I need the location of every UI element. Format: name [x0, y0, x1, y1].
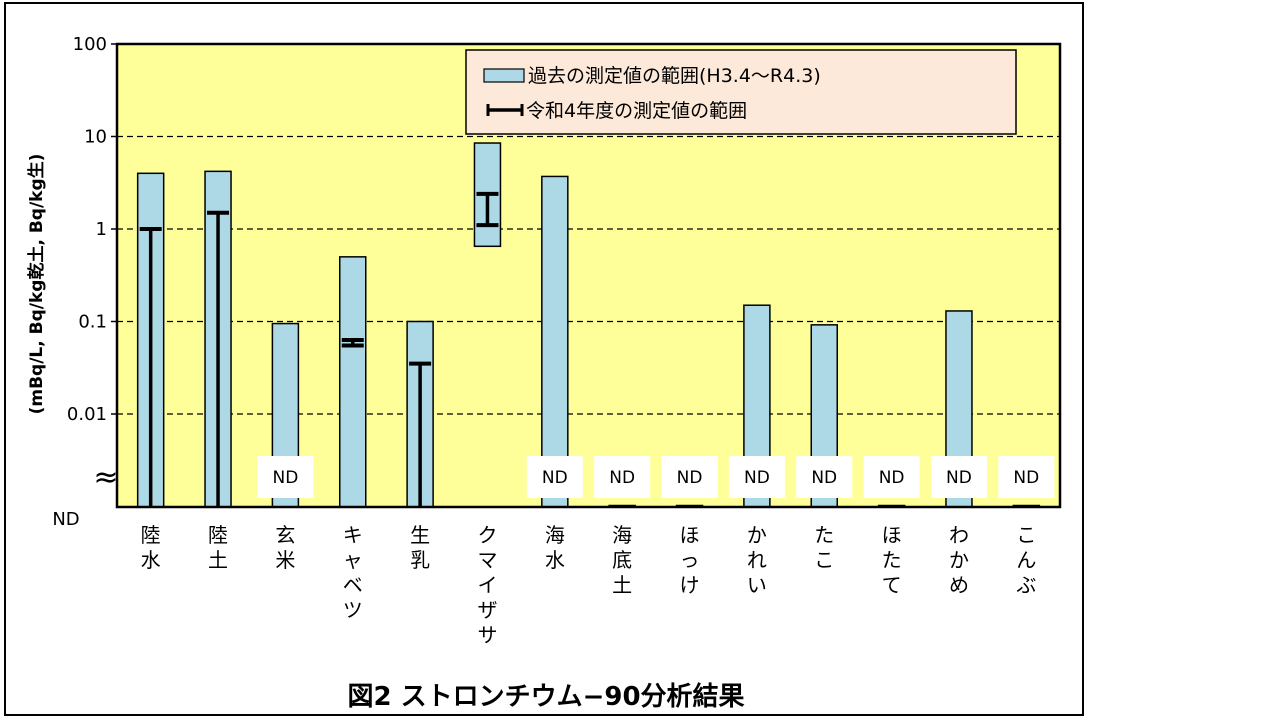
strontium-chart: ND ND ND ND ND ND ND ND ND 100 10 1 0.1 0.01 ND 陸水陸土玄… — [26, 34, 1062, 647]
y-tick-label: 0.1 — [78, 312, 107, 333]
nd-label: ND — [272, 468, 298, 488]
current-range-marker — [139, 227, 162, 507]
y-tick-label: 0.01 — [67, 404, 107, 425]
current-range-marker — [476, 191, 499, 228]
legend-swatch-current — [486, 104, 524, 116]
nd-box: ND — [661, 456, 718, 498]
axis-break-mark: ≈ — [93, 460, 118, 495]
category-label: こんぶ — [1016, 523, 1036, 597]
plot-border — [115, 42, 1062, 509]
nd-box: ND — [526, 456, 583, 498]
legend: 過去の測定値の範囲(H3.4〜R4.3) 令和4年度の測定値の範囲 — [465, 49, 1017, 135]
category-label: 海水 — [545, 523, 565, 572]
category-label: クマイザサ — [477, 523, 497, 647]
category-label: 陸水 — [141, 523, 161, 572]
nd-label: ND — [542, 468, 568, 488]
category-label: たこ — [814, 523, 834, 572]
nd-box: ND — [930, 456, 987, 498]
category-label: わかめ — [949, 523, 969, 597]
category-label: ほたて — [882, 523, 902, 597]
nd-label: ND — [879, 468, 905, 488]
category-label: 海底土 — [612, 523, 632, 597]
chart-title: 図2 ストロンチウム−90分析結果 — [347, 682, 745, 712]
y-tick-label: 100 — [73, 34, 107, 55]
current-range-markers — [139, 191, 499, 507]
y-tick-label-nd: ND — [52, 509, 79, 530]
current-range-marker — [341, 338, 364, 348]
nd-boxes: ND ND ND ND ND ND ND ND ND — [257, 456, 1055, 498]
legend-label-current: 令和4年度の測定値の範囲 — [526, 100, 747, 122]
nd-label: ND — [744, 468, 770, 488]
category-label: 陸土 — [208, 523, 228, 572]
past-range-bar — [339, 256, 367, 508]
nd-box: ND — [863, 456, 920, 498]
category-label: かれい — [747, 523, 767, 597]
nd-label: ND — [609, 468, 635, 488]
nd-box: ND — [728, 456, 785, 498]
nd-box: ND — [594, 456, 651, 498]
legend-swatch-past — [483, 68, 525, 83]
y-tick-label: 1 — [96, 219, 107, 240]
nd-label: ND — [1013, 468, 1039, 488]
past-range-bar — [541, 175, 569, 508]
gridlines — [117, 135, 1060, 415]
nd-box: ND — [998, 456, 1055, 498]
category-label: キャベツ — [343, 523, 363, 622]
y-tick-labels: 100 10 1 0.1 0.01 ND — [52, 34, 117, 530]
nd-label: ND — [946, 468, 972, 488]
y-axis-label: (mBq/L, Bq/kg乾土, Bq/kg生) — [26, 154, 47, 415]
current-range-marker — [409, 361, 432, 507]
category-label: 玄米 — [275, 523, 295, 572]
nd-box: ND — [796, 456, 853, 498]
nd-label: ND — [677, 468, 703, 488]
y-tick-label: 10 — [84, 127, 107, 148]
category-label: 生乳 — [410, 523, 430, 572]
nd-label: ND — [811, 468, 837, 488]
legend-label-past: 過去の測定値の範囲(H3.4〜R4.3) — [528, 65, 821, 87]
figure-frame: ND ND ND ND ND ND ND ND ND 100 10 1 0.1 0.01 ND 陸水 陸土玄… — [4, 2, 1084, 716]
current-range-marker — [207, 210, 230, 507]
category-label: ほっけ — [680, 523, 700, 597]
legend-box — [465, 49, 1017, 135]
nd-box: ND — [257, 456, 314, 498]
